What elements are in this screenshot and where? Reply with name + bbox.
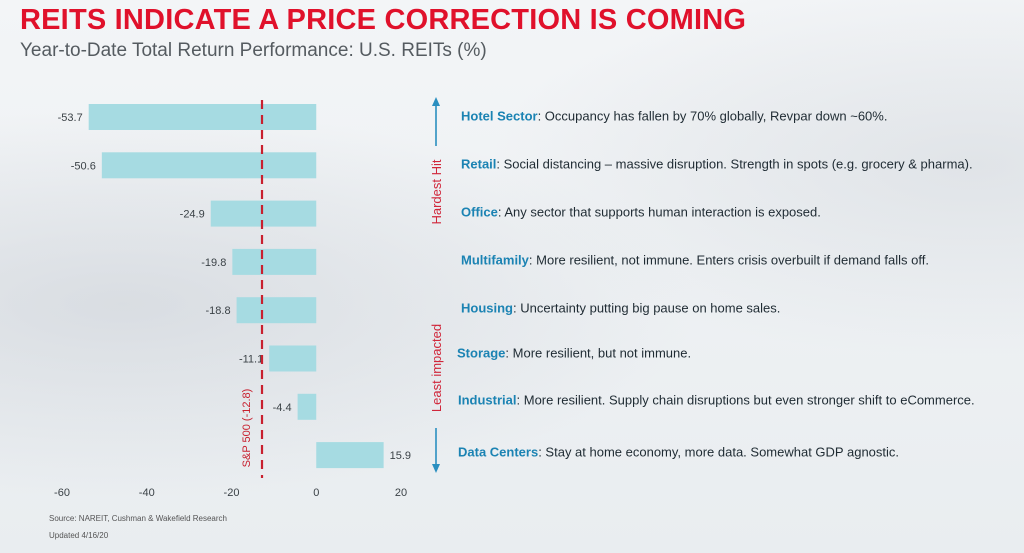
bar-housing [236, 297, 317, 324]
x-tick-label: 20 [395, 487, 407, 499]
bar-value-label: -4.4 [273, 402, 292, 414]
x-tick-label: -40 [139, 487, 155, 499]
bar-storage [269, 345, 317, 372]
sp500-reference-label: S&P 500 (-12.8) [241, 389, 253, 468]
least-impacted-label: Least impacted [429, 324, 444, 412]
hardest-hit-label: Hardest Hit [429, 159, 444, 224]
x-tick-label: -20 [224, 487, 240, 499]
page-title: REITS INDICATE A PRICE CORRECTION IS COM… [20, 4, 747, 36]
bar-value-label: -24.9 [180, 209, 205, 221]
updated-note: Updated 4/16/20 [49, 531, 109, 540]
bar-industrial [297, 393, 317, 420]
bar-hotel-sector [88, 104, 317, 130]
arrow-down-icon [432, 464, 440, 473]
x-tick-label: -60 [54, 487, 70, 499]
bar-value-label: -50.6 [71, 160, 96, 172]
bar-value-label: -18.8 [206, 305, 231, 317]
arrow-up-icon [432, 97, 440, 106]
bar-value-label: -11.1 [239, 354, 263, 366]
bar-value-label: -19.8 [201, 257, 226, 269]
bar-office [210, 200, 317, 227]
bar-value-label: -53.7 [58, 112, 83, 124]
bar-value-label: 15.9 [390, 450, 411, 462]
bar-data-centers [316, 442, 384, 469]
bar-multifamily [232, 248, 317, 275]
page-subtitle: Year-to-Date Total Return Performance: U… [20, 40, 487, 61]
bar-retail [101, 152, 317, 179]
source-note: Source: NAREIT, Cushman & Wakefield Rese… [49, 514, 227, 523]
x-tick-label: 0 [313, 487, 319, 499]
